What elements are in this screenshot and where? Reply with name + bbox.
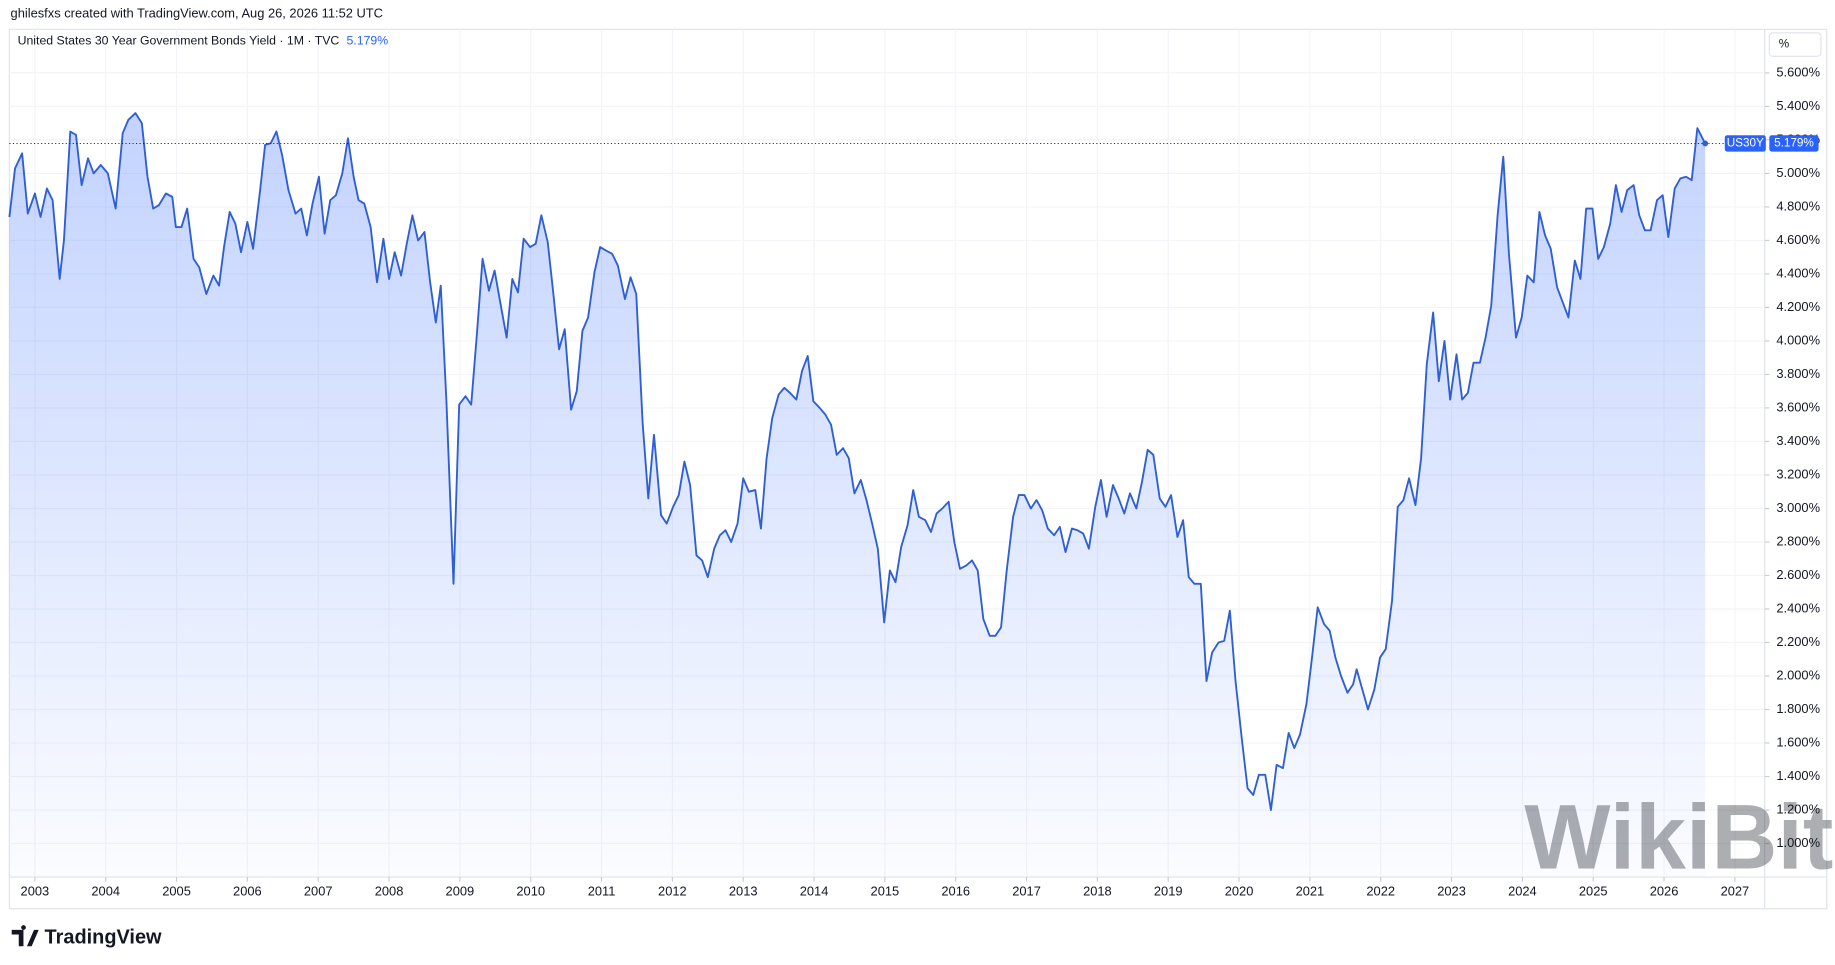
y-tick-label: 4.600% <box>1776 232 1820 247</box>
y-tick-label: 4.800% <box>1776 198 1820 213</box>
y-tick-label: 3.400% <box>1776 433 1820 448</box>
x-tick-label: 2025 <box>1579 884 1608 899</box>
y-unit: % <box>1779 38 1789 51</box>
x-tick-label: 2006 <box>233 884 262 899</box>
chart-title: United States 30 Year Government Bonds Y… <box>18 33 340 47</box>
area-fill <box>9 113 1706 878</box>
x-tick-label: 2015 <box>871 884 900 899</box>
y-tick-label: 5.400% <box>1776 98 1820 113</box>
y-tick-label: 3.000% <box>1776 500 1820 515</box>
x-tick-label: 2014 <box>800 884 829 899</box>
last-point <box>1702 140 1709 147</box>
y-tick-label: 3.200% <box>1776 466 1820 481</box>
x-tick-label: 2024 <box>1508 884 1537 899</box>
y-tick-label: 5.000% <box>1776 165 1820 180</box>
x-tick-label: 2027 <box>1721 884 1750 899</box>
x-tick-label: 2020 <box>1225 884 1254 899</box>
price-tag <box>1769 135 1819 152</box>
y-tick-label: 4.400% <box>1776 265 1820 280</box>
unit-box <box>1768 32 1822 57</box>
x-tick-label: 2009 <box>446 884 475 899</box>
x-tick-label: 2013 <box>729 884 758 899</box>
x-tick-label: 2019 <box>1154 884 1183 899</box>
logo-icon <box>11 925 39 947</box>
x-tick-label: 2023 <box>1437 884 1466 899</box>
watermark: WikiBit <box>1524 786 1833 888</box>
series-tag <box>1724 135 1766 152</box>
x-tick-label: 2007 <box>304 884 333 899</box>
y-tick-label: 4.200% <box>1776 299 1820 314</box>
y-tick-label: 3.600% <box>1776 399 1820 414</box>
logo-text: TradingView <box>45 926 162 948</box>
x-tick-label: 2011 <box>588 884 616 899</box>
axes: 1.000% 1.200% 1.400% 1.600% 1.800% 2.000% 2.20… <box>21 64 1820 898</box>
price-tag-label: 5.179% <box>1774 137 1814 150</box>
y-tick-label: 2.800% <box>1776 533 1820 548</box>
y-tick-label: 1.600% <box>1776 734 1820 749</box>
x-tick-label: 2026 <box>1650 884 1679 899</box>
y-tick-label: 1.000% <box>1776 835 1820 850</box>
y-tick-label: 2.200% <box>1776 634 1820 649</box>
x-tick-label: 2018 <box>1083 884 1112 899</box>
x-tick-label: 2017 <box>1012 884 1041 899</box>
y-tick-label: 1.400% <box>1776 768 1820 783</box>
logo: TradingView <box>11 925 162 948</box>
y-tick-label: 2.000% <box>1776 667 1820 682</box>
x-tick-label: 2008 <box>375 884 404 899</box>
x-tick-label: 2012 <box>658 884 687 899</box>
x-tick-label: 2021 <box>1296 884 1325 899</box>
x-tick-label: 2004 <box>91 884 120 899</box>
y-tick-label: 1.800% <box>1776 701 1820 716</box>
series-tag-name: US30Y <box>1727 137 1764 150</box>
series-line <box>8 112 1706 811</box>
y-tick-label: 1.200% <box>1776 801 1820 816</box>
credit: ghilesfxs created with TradingView.com, … <box>11 5 383 20</box>
y-tick-label: 3.800% <box>1776 366 1820 381</box>
legend-value: 5.179% <box>346 33 388 47</box>
x-tick-label: 2003 <box>21 884 50 899</box>
x-tick-label: 2005 <box>162 884 191 899</box>
x-tick-label: 2016 <box>941 884 970 899</box>
plot <box>8 112 1765 878</box>
y-tick-label: 2.600% <box>1776 567 1820 582</box>
y-tick-label: 4.000% <box>1776 332 1820 347</box>
y-tick-label: 5.600% <box>1776 64 1820 79</box>
y-tick-label: 2.400% <box>1776 600 1820 615</box>
x-tick-label: 2022 <box>1366 884 1395 899</box>
x-tick-label: 2010 <box>516 884 545 899</box>
